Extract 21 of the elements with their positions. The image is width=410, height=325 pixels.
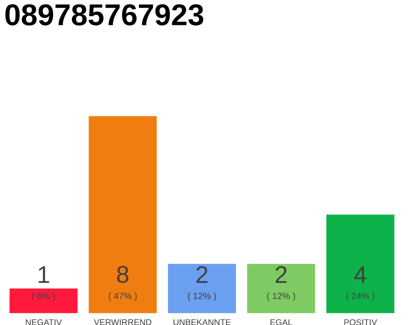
annotation: ( 12% ): [188, 292, 216, 301]
bar: [168, 264, 236, 313]
x-tick-label: NEGATIV: [26, 319, 62, 325]
chart-title: 089785767923: [5, 4, 204, 26]
x-tick-label: UNBEKANNTE: [174, 319, 231, 325]
x-tick-label: POSITIV: [344, 319, 378, 325]
bar: [10, 288, 78, 313]
data-label: 2: [276, 266, 287, 283]
annotation: ( 6% ): [32, 292, 56, 301]
x-tick-label: EGAL: [270, 319, 292, 325]
x-tick-label: VERWIRREND: [94, 319, 152, 325]
annotation: ( 12% ): [267, 292, 296, 301]
data-label: 8: [117, 266, 128, 283]
annotation: ( 47% ): [108, 292, 137, 301]
data-label: 1: [38, 266, 50, 283]
annotation: ( 24% ): [346, 292, 374, 301]
data-label: 2: [196, 266, 208, 283]
bar: [326, 214, 394, 313]
bar: [88, 116, 157, 313]
data-label: 4: [354, 266, 366, 283]
bar: [247, 264, 316, 313]
